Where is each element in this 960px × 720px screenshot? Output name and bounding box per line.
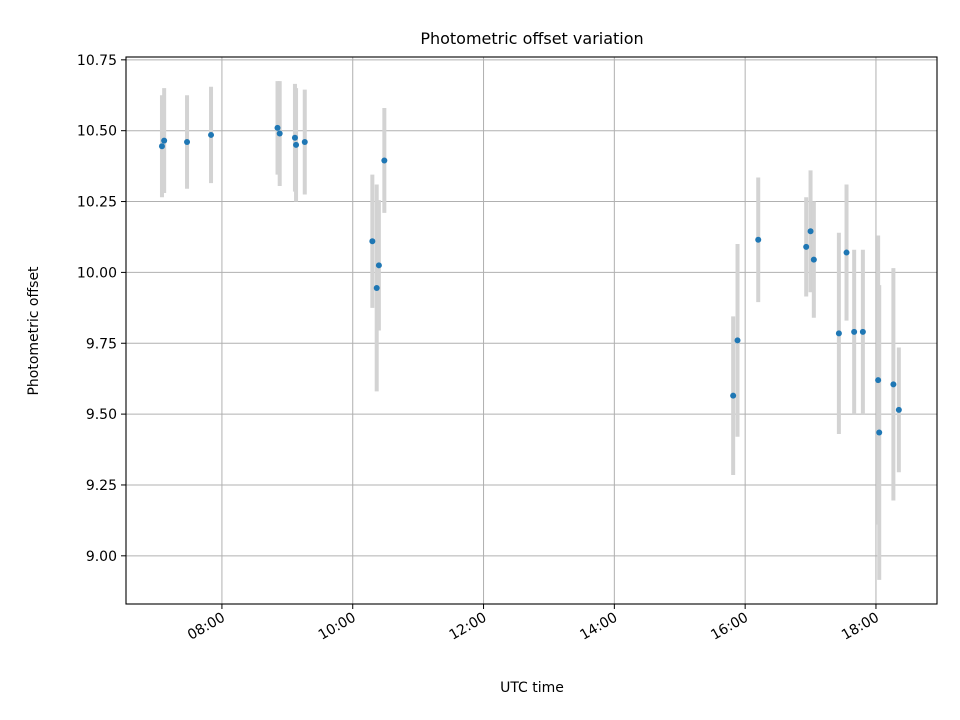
data-point [184,139,191,146]
data-point [895,406,902,413]
y-tick-label: 9.00 [86,549,117,565]
data-point [373,284,380,291]
data-point [375,262,382,269]
data-point [293,141,300,148]
data-point [274,124,281,131]
data-point [734,337,741,344]
data-point [835,330,842,337]
data-point [291,134,298,141]
y-tick-label: 9.25 [86,478,117,494]
y-tick-label: 10.50 [77,124,117,140]
data-point [161,137,168,144]
data-point [875,377,882,384]
data-point [803,243,810,250]
data-point [859,328,866,335]
data-point [810,256,817,263]
data-point [851,328,858,335]
data-point [276,130,283,137]
data-point [755,236,762,243]
data-point [381,157,388,164]
x-axis-label: UTC time [500,680,564,696]
data-points [158,124,902,436]
chart-title: Photometric offset variation [420,29,643,48]
gridlines [126,57,937,604]
y-axis-label: Photometric offset [26,266,42,396]
data-point [301,139,308,146]
data-point [807,228,814,235]
data-point [843,249,850,256]
data-point [369,238,376,245]
data-point [876,429,883,436]
y-tick-label: 9.75 [86,336,117,352]
y-tick-label: 10.25 [77,195,117,211]
data-point [890,381,897,388]
plot-frame [125,56,938,605]
y-axis-ticks: 9.00 9.25 9.50 9.75 10.00 10.25 10.50 10.75 [77,53,126,565]
data-point [208,131,215,138]
data-point [730,392,737,399]
y-tick-label: 9.50 [86,407,117,423]
data-point [158,143,165,150]
y-tick-label: 10.00 [77,265,117,281]
y-tick-label: 10.75 [77,53,117,69]
